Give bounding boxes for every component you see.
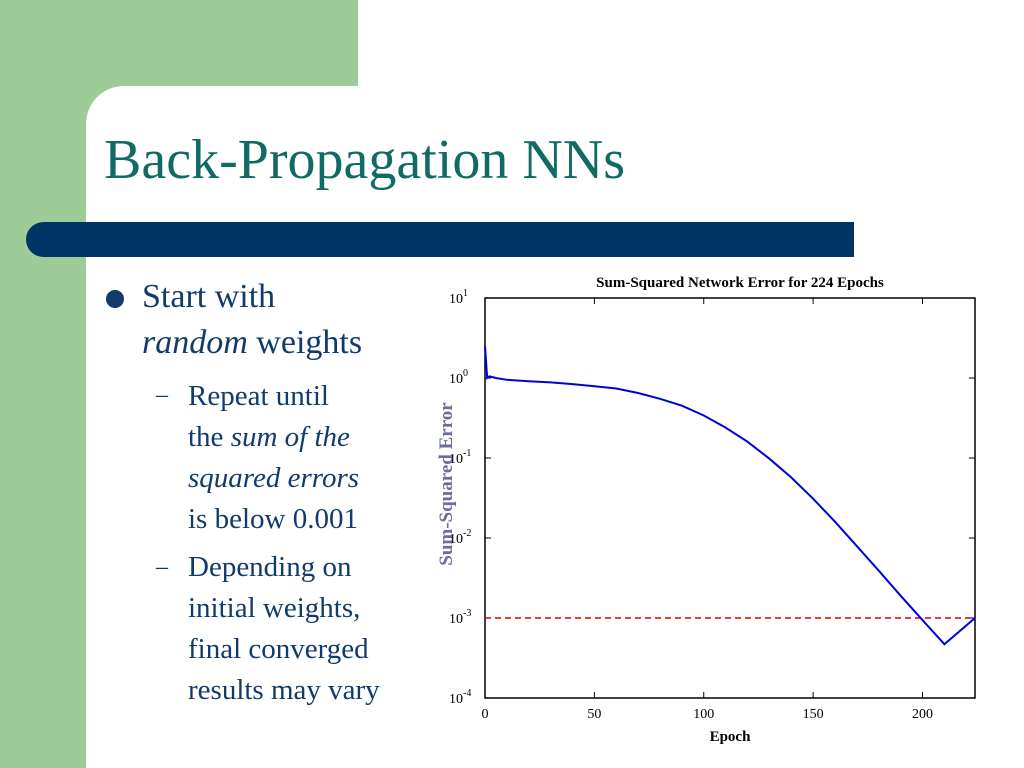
bullet-dot-icon — [106, 290, 124, 308]
sub2-line-2: initial weights, — [188, 592, 361, 624]
y-axis-label: Sum-Squared Error — [436, 402, 457, 566]
sub-bullet-1: Repeat until the sum of the squared erro… — [188, 376, 428, 540]
sub1-line-3: squared errors — [188, 462, 360, 494]
plot-axes: 0 50 100 150 200 101 100 10-1 10-2 10-3 10-4 — [449, 288, 976, 722]
plot-frame — [484, 297, 976, 699]
bullet-rest: weights — [247, 324, 363, 361]
sub2-line-1: Depending on — [188, 551, 352, 583]
x-axis-label: Epoch — [710, 729, 752, 745]
sub-dash-1: – — [156, 382, 168, 408]
chart-title: Sum-Squared Network Error for 224 Epochs — [596, 275, 884, 291]
x-tick-label: 0 — [482, 707, 489, 722]
bullet-italic: random — [142, 324, 248, 361]
y-tick-label: 10-2 — [449, 528, 471, 547]
y-tick-label: 101 — [449, 288, 468, 307]
x-tick-label: 50 — [587, 707, 601, 722]
error-chart: Sum-Squared Network Error for 224 Epochs… — [436, 275, 976, 745]
bullet-text: Start with random weights — [142, 274, 422, 366]
bullet-line-1: Start with — [142, 278, 276, 315]
x-tick-label: 150 — [803, 707, 824, 722]
sub-dash-2: – — [156, 554, 168, 580]
x-tick-label: 200 — [912, 707, 933, 722]
sub1-plain: the — [188, 421, 231, 453]
slide-panel-top — [358, 0, 1024, 86]
y-tick-label: 10-1 — [449, 448, 471, 467]
y-tick-label: 100 — [449, 368, 468, 387]
sub1-line-2: the sum of the — [188, 417, 428, 458]
y-tick-label: 10-3 — [449, 608, 471, 627]
sub-bullet-2: Depending on initial weights, final conv… — [188, 547, 428, 711]
x-tick-label: 100 — [693, 707, 714, 722]
slide-title: Back-Propagation NNs — [104, 129, 626, 191]
title-rule — [26, 222, 854, 257]
bullet-line-2: random weights — [142, 320, 422, 366]
y-tick-label: 10-4 — [449, 688, 471, 707]
sub2-line-4: results may vary — [188, 674, 380, 706]
sub2-line-3: final converged — [188, 633, 369, 665]
sub1-italic-a: sum of the — [230, 421, 350, 453]
error-series-line — [484, 346, 976, 646]
sub1-line-4: is below 0.001 — [188, 503, 358, 535]
sub1-line-1: Repeat until — [188, 380, 329, 412]
